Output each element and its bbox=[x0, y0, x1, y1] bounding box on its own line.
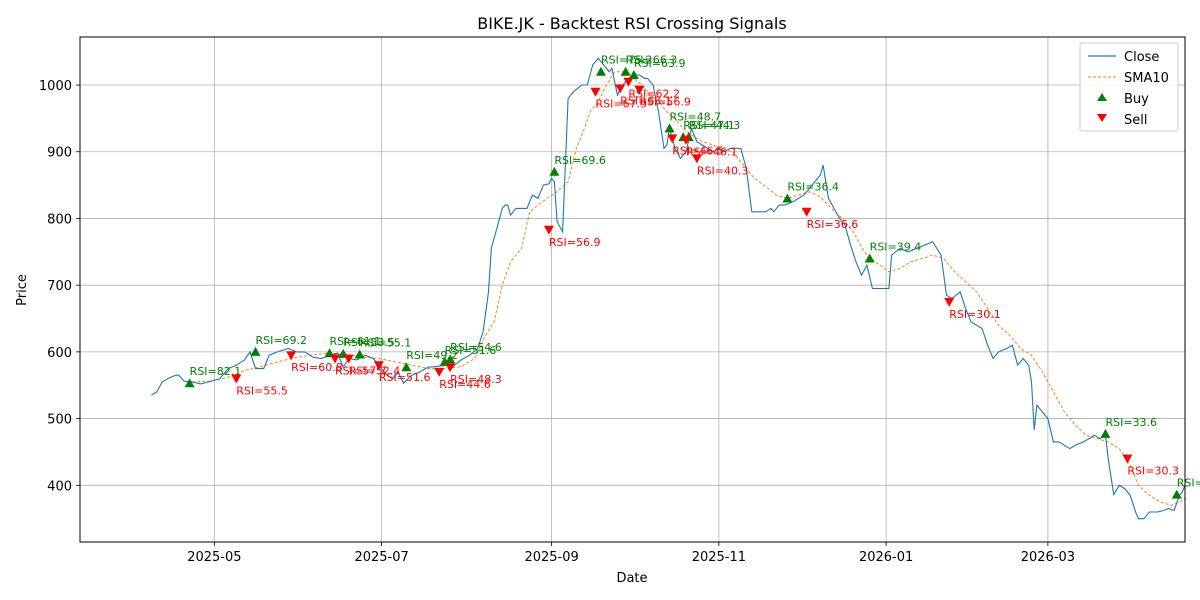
sell-signal-label: RSI=44.6 bbox=[439, 378, 491, 391]
buy-marker bbox=[250, 346, 261, 356]
sell-signal-label: RSI=67.9 bbox=[595, 98, 647, 111]
sell-signal-label: RSI=55.5 bbox=[236, 385, 288, 398]
sell-signal-label: RSI=48.3 bbox=[450, 373, 502, 386]
x-tick-label: 2026-01 bbox=[859, 550, 913, 565]
y-tick-label: 500 bbox=[47, 413, 72, 428]
buy-marker bbox=[401, 362, 412, 372]
y-tick-label: 800 bbox=[47, 212, 72, 227]
buy-signal-label: RSI=39.4 bbox=[870, 240, 922, 253]
sell-signal-label: RSI=60.8 bbox=[291, 361, 343, 374]
sell-marker bbox=[691, 154, 702, 164]
x-tick-label: 2025-07 bbox=[354, 550, 408, 565]
sell-signal-label: RSI=52.4 bbox=[349, 365, 401, 378]
buy-marker bbox=[445, 354, 456, 364]
x-tick-label: 2025-05 bbox=[187, 550, 241, 565]
sell-marker bbox=[330, 354, 340, 364]
sell-marker bbox=[944, 297, 955, 307]
sell-signal-label: RSI=30.3 bbox=[1127, 465, 1179, 478]
buy-signal-label: RSI=37.2 bbox=[1177, 477, 1200, 490]
sell-marker bbox=[680, 135, 691, 145]
buy-signal-label: RSI=48.7 bbox=[670, 110, 722, 123]
sell-marker bbox=[434, 367, 445, 377]
y-tick-label: 600 bbox=[47, 346, 72, 361]
chart-title: BIKE.JK - Backtest RSI Crossing Signals bbox=[477, 14, 786, 33]
buy-signal-label: RSI=54.6 bbox=[450, 341, 502, 354]
sell-marker bbox=[343, 354, 354, 364]
x-tick-label: 2025-11 bbox=[692, 550, 746, 565]
buy-signal-label: RSI=53.5 bbox=[343, 336, 395, 349]
buy-marker bbox=[1171, 489, 1182, 499]
buy-marker bbox=[664, 123, 675, 133]
buy-signal-label: RSI=69.2 bbox=[255, 334, 307, 347]
sell-signal-label: RSI=30.1 bbox=[949, 308, 1001, 321]
y-tick-label: 400 bbox=[47, 479, 72, 494]
sell-marker bbox=[623, 77, 634, 87]
sell-marker bbox=[543, 225, 554, 235]
sell-marker bbox=[445, 363, 456, 373]
sell-marker bbox=[373, 361, 384, 371]
sell-signal-label: RSI=56.9 bbox=[639, 96, 691, 109]
buy-signal-label: RSI=55.1 bbox=[360, 337, 412, 350]
y-tick-label: 1000 bbox=[39, 79, 72, 94]
buy-marker bbox=[549, 166, 560, 176]
sell-marker bbox=[231, 374, 242, 384]
sell-marker bbox=[286, 351, 297, 361]
buy-signal-label: RSI=63.9 bbox=[634, 57, 686, 70]
buy-marker bbox=[864, 253, 875, 263]
sell-marker bbox=[590, 87, 601, 97]
legend-buy-label: Buy bbox=[1124, 92, 1149, 107]
legend-sell-swatch bbox=[1097, 114, 1107, 122]
y-tick-label: 900 bbox=[47, 146, 72, 161]
plot-area-frame bbox=[79, 36, 1186, 543]
buy-signal-label: RSI=33.6 bbox=[1105, 416, 1157, 429]
sell-marker bbox=[634, 85, 645, 95]
close-line bbox=[151, 57, 1186, 520]
grid bbox=[80, 37, 1185, 542]
sell-marker bbox=[1122, 454, 1133, 464]
x-tick-label: 2026-03 bbox=[1021, 550, 1075, 565]
legend-sell-label: Sell bbox=[1124, 113, 1147, 128]
x-tick-label: 2025-09 bbox=[524, 550, 578, 565]
sell-signal-label: RSI=63.1 bbox=[620, 94, 672, 107]
legend-sma-label: SMA10 bbox=[1124, 71, 1169, 86]
buy-signal-label: RSI=51.6 bbox=[445, 344, 497, 357]
legend: Close SMA10 Buy Sell bbox=[1079, 42, 1179, 132]
buy-signal-label: RSI=66.3 bbox=[626, 54, 678, 67]
sell-marker bbox=[801, 207, 812, 217]
sell-signal-label: RSI=46.5 bbox=[672, 144, 724, 157]
sell-marker bbox=[667, 134, 678, 144]
buy-marker bbox=[782, 193, 793, 203]
buy-marker bbox=[620, 66, 631, 76]
sell-signal-label: RSI=56.9 bbox=[549, 236, 601, 249]
x-axis-title: Date bbox=[616, 571, 647, 586]
sell-signal-label: RSI=51.6 bbox=[379, 371, 431, 384]
buy-signal-label: RSI=75.2 bbox=[601, 54, 653, 67]
buy-marker bbox=[595, 66, 606, 76]
legend-close-label: Close bbox=[1124, 50, 1159, 65]
sell-signal-label: RSI=40.3 bbox=[697, 164, 749, 177]
y-tick-label: 700 bbox=[47, 279, 72, 294]
buy-signal-label: RSI=82.1 bbox=[190, 365, 242, 378]
buy-signal-label: RSI=44.3 bbox=[689, 119, 741, 132]
buy-marker bbox=[1100, 428, 1111, 438]
buy-marker bbox=[184, 378, 195, 388]
sell-signal-label: RSI=57.7 bbox=[335, 365, 387, 378]
legend-buy-swatch bbox=[1097, 93, 1107, 101]
buy-marker bbox=[628, 70, 639, 80]
buy-marker bbox=[354, 349, 365, 359]
buy-signal-label: RSI=47.1 bbox=[683, 119, 735, 132]
signal-layer: RSI=82.1 RSI=69.2 RSI=61.1RSI=53.5RSI=55.1… bbox=[184, 54, 1200, 499]
y-axis-title: Price bbox=[15, 274, 30, 306]
legend-box bbox=[1079, 42, 1179, 132]
buy-signal-label: RSI=61.1 bbox=[330, 335, 382, 348]
sell-marker bbox=[615, 84, 626, 94]
axis-ticks: 2025-05 2025-07 2025-09 2025-11 2026-01 2026-… bbox=[39, 79, 1075, 565]
buy-signal-label: RSI=36.4 bbox=[787, 180, 839, 193]
buy-signal-label: RSI=69.6 bbox=[554, 154, 606, 167]
sell-signal-label: RSI=36.6 bbox=[807, 218, 859, 231]
